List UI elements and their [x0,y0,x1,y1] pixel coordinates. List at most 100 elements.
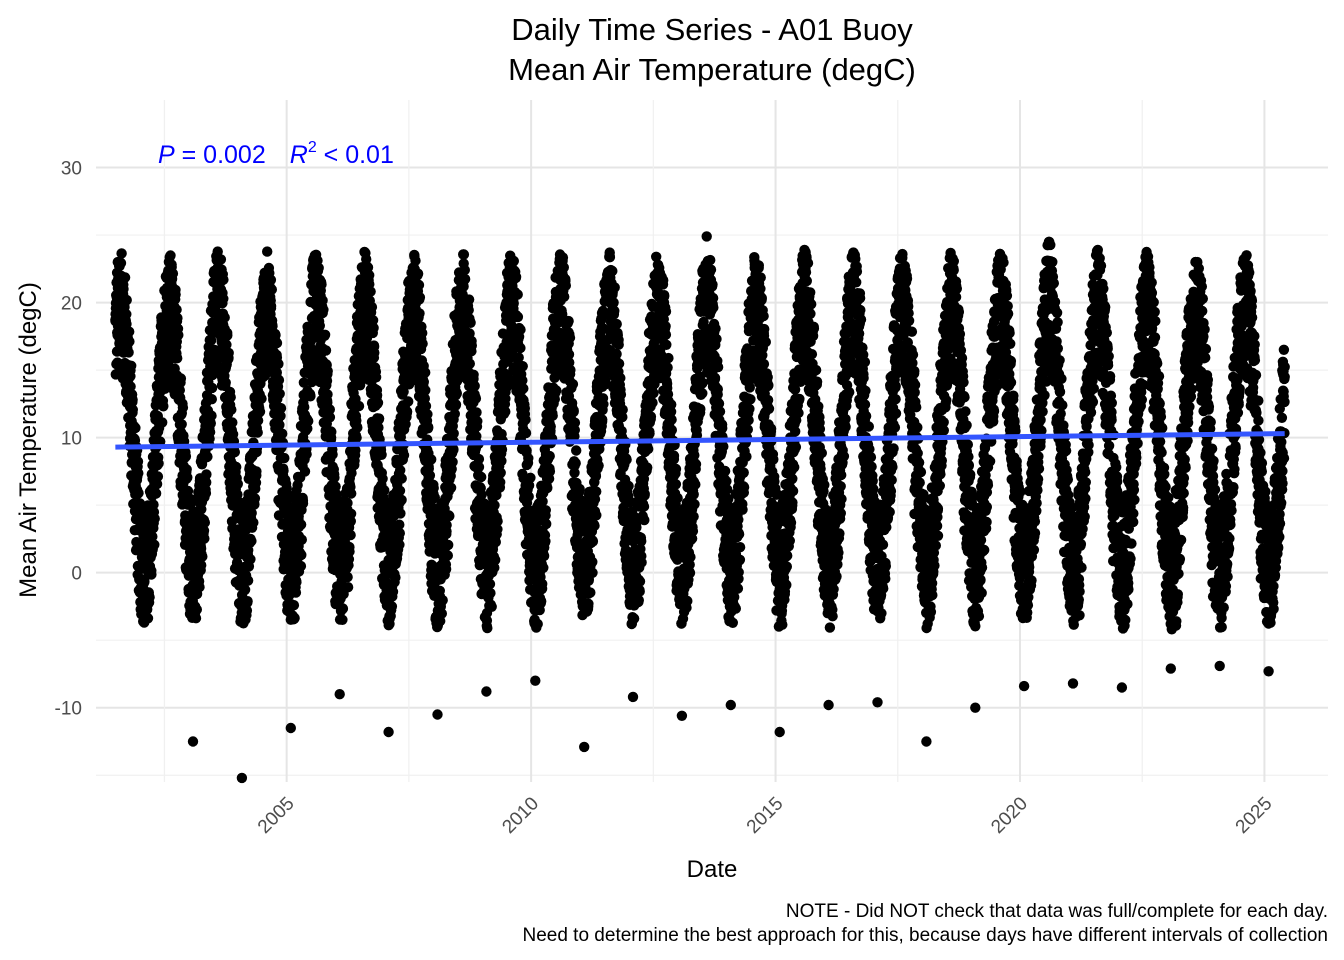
data-point [256,393,267,404]
data-point [634,576,646,587]
data-point [712,361,724,373]
data-point [585,587,596,598]
data-point [121,294,132,306]
data-point [490,554,501,566]
data-point [365,286,376,297]
data-point [170,289,181,300]
data-point [387,586,399,597]
data-point [368,322,379,334]
data-point [202,451,213,462]
data-point [476,489,487,500]
data-point [741,451,752,462]
data-point [149,513,160,524]
data-point [252,427,263,438]
data-point [661,339,672,350]
data-point [647,397,658,408]
data-point [148,499,159,510]
data-point [124,326,135,337]
data-point [271,337,283,349]
data-point [489,500,500,511]
data-point [199,517,210,528]
data-point [591,510,602,521]
data-point [688,511,699,522]
data-point [221,339,232,350]
data-point [322,389,333,400]
data-point [755,283,766,294]
data-point [180,451,192,462]
data-point [133,468,144,479]
data-point [219,312,230,323]
data-point [146,569,157,580]
data-point [401,406,413,417]
data-point [689,499,700,510]
data-point [278,465,289,476]
data-point [765,423,777,434]
data-point [426,454,437,465]
data-point [265,300,277,312]
data-point [541,518,552,530]
data-point [324,404,335,415]
data-point [738,467,749,478]
data-point [133,487,144,499]
data-point [758,358,770,370]
data-point [660,306,672,317]
data-point [398,450,410,461]
data-point [471,407,482,418]
data-point [520,427,532,439]
data-point [484,578,496,590]
data-point [352,422,363,433]
data-point [246,535,257,547]
data-point [500,406,511,417]
data-point [609,282,620,293]
data-point [617,404,628,415]
data-point [468,369,479,380]
data-point [685,551,696,563]
data-point [316,279,327,290]
data-point [666,399,677,410]
data-point [621,454,632,465]
data-point [463,294,475,305]
data-point [711,333,722,345]
data-point [689,450,700,461]
data-point [495,477,506,488]
data-point [220,377,231,388]
data-point [564,332,576,343]
data-point [172,312,183,324]
data-point [395,508,406,519]
data-point [242,575,254,586]
data-point [173,329,184,341]
data-point [205,418,216,429]
data-point [274,419,285,431]
data-point [171,304,182,315]
data-point [440,564,452,575]
data-point [324,412,336,423]
data-point [119,272,131,283]
data-point [403,396,414,407]
data-point [394,528,405,539]
data-point [150,488,162,499]
data-point [288,600,300,611]
data-points [110,231,1290,784]
data-point [615,389,627,400]
data-point [648,387,659,399]
data-point [151,478,163,490]
data-point [394,485,406,496]
data-point [611,318,622,330]
data-point [366,301,378,313]
data-point [282,489,293,500]
data-point [274,388,285,399]
data-point [697,377,708,388]
data-point [695,403,706,415]
data-point [604,252,616,263]
data-point [451,388,462,399]
data-point [326,426,337,438]
data-point [251,466,262,477]
data-point [174,385,185,396]
data-point [615,372,626,384]
data-point [215,254,227,265]
data-point [394,539,405,550]
data-point [734,542,746,553]
data-point [291,577,302,588]
data-point [231,461,242,473]
data-point [532,618,543,630]
